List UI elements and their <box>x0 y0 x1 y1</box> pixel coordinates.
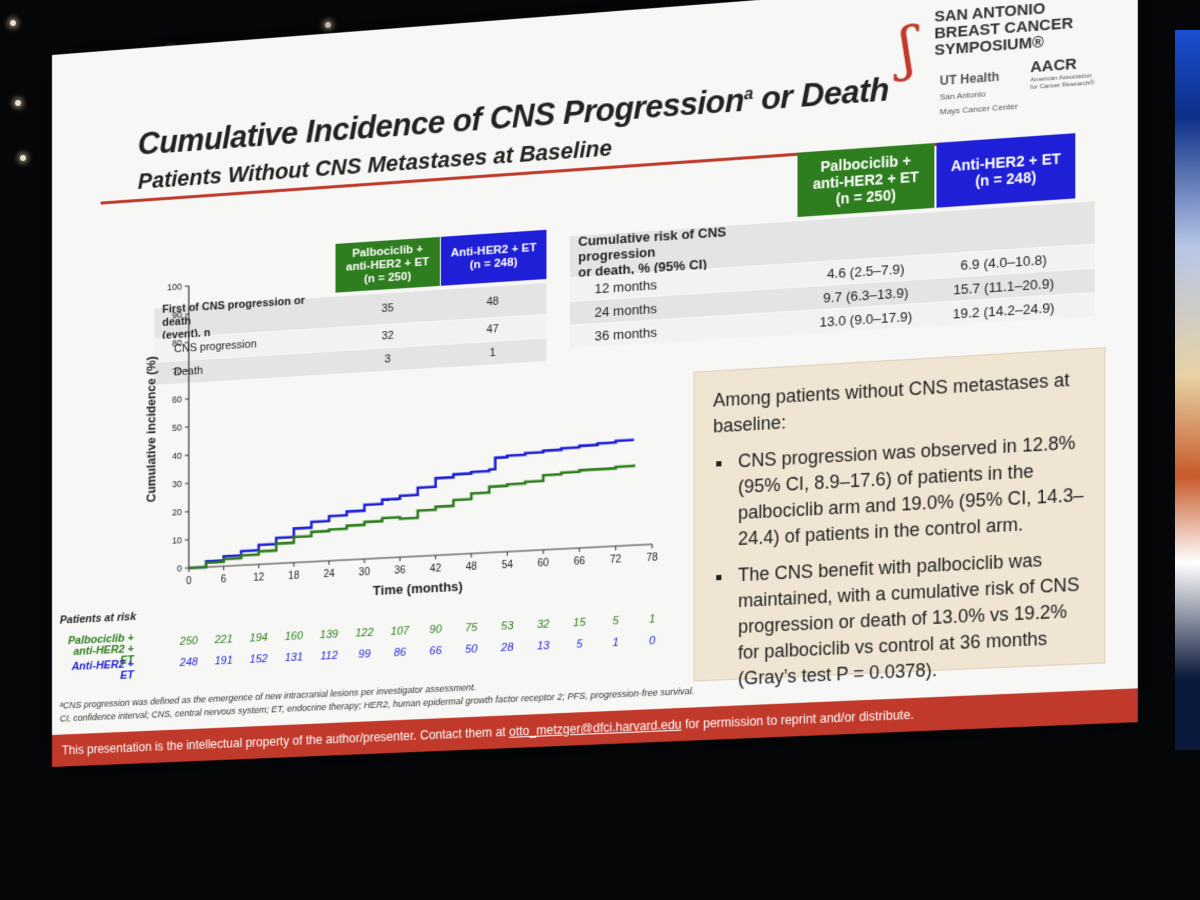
x-tick-label: 54 <box>502 560 514 572</box>
x-tick-label: 42 <box>430 563 442 575</box>
at-risk-count-palbo: 139 <box>314 628 344 642</box>
y-tick-label: 30 <box>172 479 182 490</box>
at-risk-count-palbo: 53 <box>492 620 522 634</box>
at-risk-count-palbo: 160 <box>279 630 309 644</box>
at-risk-count-anti: 28 <box>492 641 522 655</box>
x-axis-label: Time (months) <box>373 578 463 598</box>
finding-bullet: CNS progression was observed in 12.8% (9… <box>734 429 1085 552</box>
at-risk-count-palbo: 5 <box>600 614 631 628</box>
at-risk-count-anti: 0 <box>637 634 668 648</box>
at-risk-count-anti: 1 <box>600 636 631 650</box>
at-risk-count-anti: 152 <box>244 653 274 667</box>
sabcs-logo: ʃ SAN ANTONIO BREAST CANCER SYMPOSIUM® U… <box>887 0 1100 123</box>
at-risk-count-palbo: 90 <box>420 623 450 637</box>
contact-email-link[interactable]: otto_metzger@dfci.harvard.edu <box>509 717 682 739</box>
y-tick-label: 20 <box>172 507 182 518</box>
at-risk-count-anti: 86 <box>385 646 415 660</box>
at-risk-count-palbo: 107 <box>385 625 415 639</box>
at-risk-count-anti: 5 <box>564 638 595 652</box>
at-risk-count-palbo: 32 <box>528 618 559 632</box>
x-tick-label: 36 <box>394 565 406 577</box>
x-tick-label: 12 <box>253 572 264 584</box>
y-tick-label: 50 <box>172 423 182 434</box>
x-tick-label: 18 <box>288 570 299 582</box>
at-risk-count-palbo: 194 <box>244 631 274 645</box>
series-line-palbociclib <box>189 464 634 568</box>
y-tick-label: 70 <box>172 367 182 378</box>
x-tick-label: 48 <box>466 561 478 573</box>
y-tick-label: 0 <box>177 564 182 574</box>
x-tick-label: 66 <box>574 556 586 568</box>
at-risk-count-palbo: 75 <box>456 621 486 635</box>
col-header-palbo: Palbociclib + anti-HER2 + ET (n = 250) <box>797 143 934 217</box>
y-tick-label: 40 <box>172 451 182 462</box>
presentation-slide: Cumulative Incidence of CNS Progressiona… <box>52 0 1138 767</box>
at-risk-count-anti: 248 <box>174 656 204 669</box>
finding-bullet: The CNS benefit with palbociclib was mai… <box>734 545 1085 692</box>
at-risk-count-anti: 99 <box>349 648 379 662</box>
x-tick-label: 30 <box>359 567 371 579</box>
at-risk-count-anti: 13 <box>528 639 559 653</box>
aacr-logo: AACR <box>1030 55 1076 76</box>
at-risk-count-anti: 66 <box>420 644 450 658</box>
at-risk-count-palbo: 221 <box>209 633 239 647</box>
x-tick-label: 0 <box>186 576 192 587</box>
y-axis-label: Cumulative incidence (%) <box>145 356 159 503</box>
y-tick-label: 60 <box>172 395 182 406</box>
x-tick-label: 6 <box>221 574 227 585</box>
at-risk-count-palbo: 1 <box>637 613 668 627</box>
x-tick-label: 60 <box>538 558 550 570</box>
event-count-table: Palbociclib + anti-HER2 + ET (n = 250) Ant… <box>154 230 546 256</box>
at-risk-count-anti: 131 <box>279 651 309 665</box>
at-risk-label-anti: Anti-HER2 + ET <box>60 659 134 684</box>
at-risk-count-anti: 191 <box>209 654 239 667</box>
x-tick-label: 78 <box>646 552 658 564</box>
y-tick-label: 100 <box>167 282 182 293</box>
at-risk-count-palbo: 122 <box>349 626 379 640</box>
y-tick-label: 80 <box>172 338 182 349</box>
x-tick-label: 24 <box>324 569 336 581</box>
key-findings-callout: Among patients without CNS metastases at… <box>693 347 1105 681</box>
y-tick-label: 10 <box>172 536 182 547</box>
at-risk-count-palbo: 15 <box>564 616 595 630</box>
at-risk-count-anti: 50 <box>456 643 486 657</box>
y-tick-label: 90 <box>172 310 182 321</box>
ribbon-icon: ʃ <box>899 15 915 84</box>
ut-health-logo: UT Health San Antonio Mays Cancer Center <box>940 68 1018 118</box>
at-risk-count-palbo: 250 <box>174 635 204 648</box>
col-header-anti: Anti-HER2 + ET (n = 248) <box>936 133 1075 208</box>
x-tick-label: 72 <box>610 554 622 566</box>
at-risk-count-anti: 112 <box>314 649 344 663</box>
